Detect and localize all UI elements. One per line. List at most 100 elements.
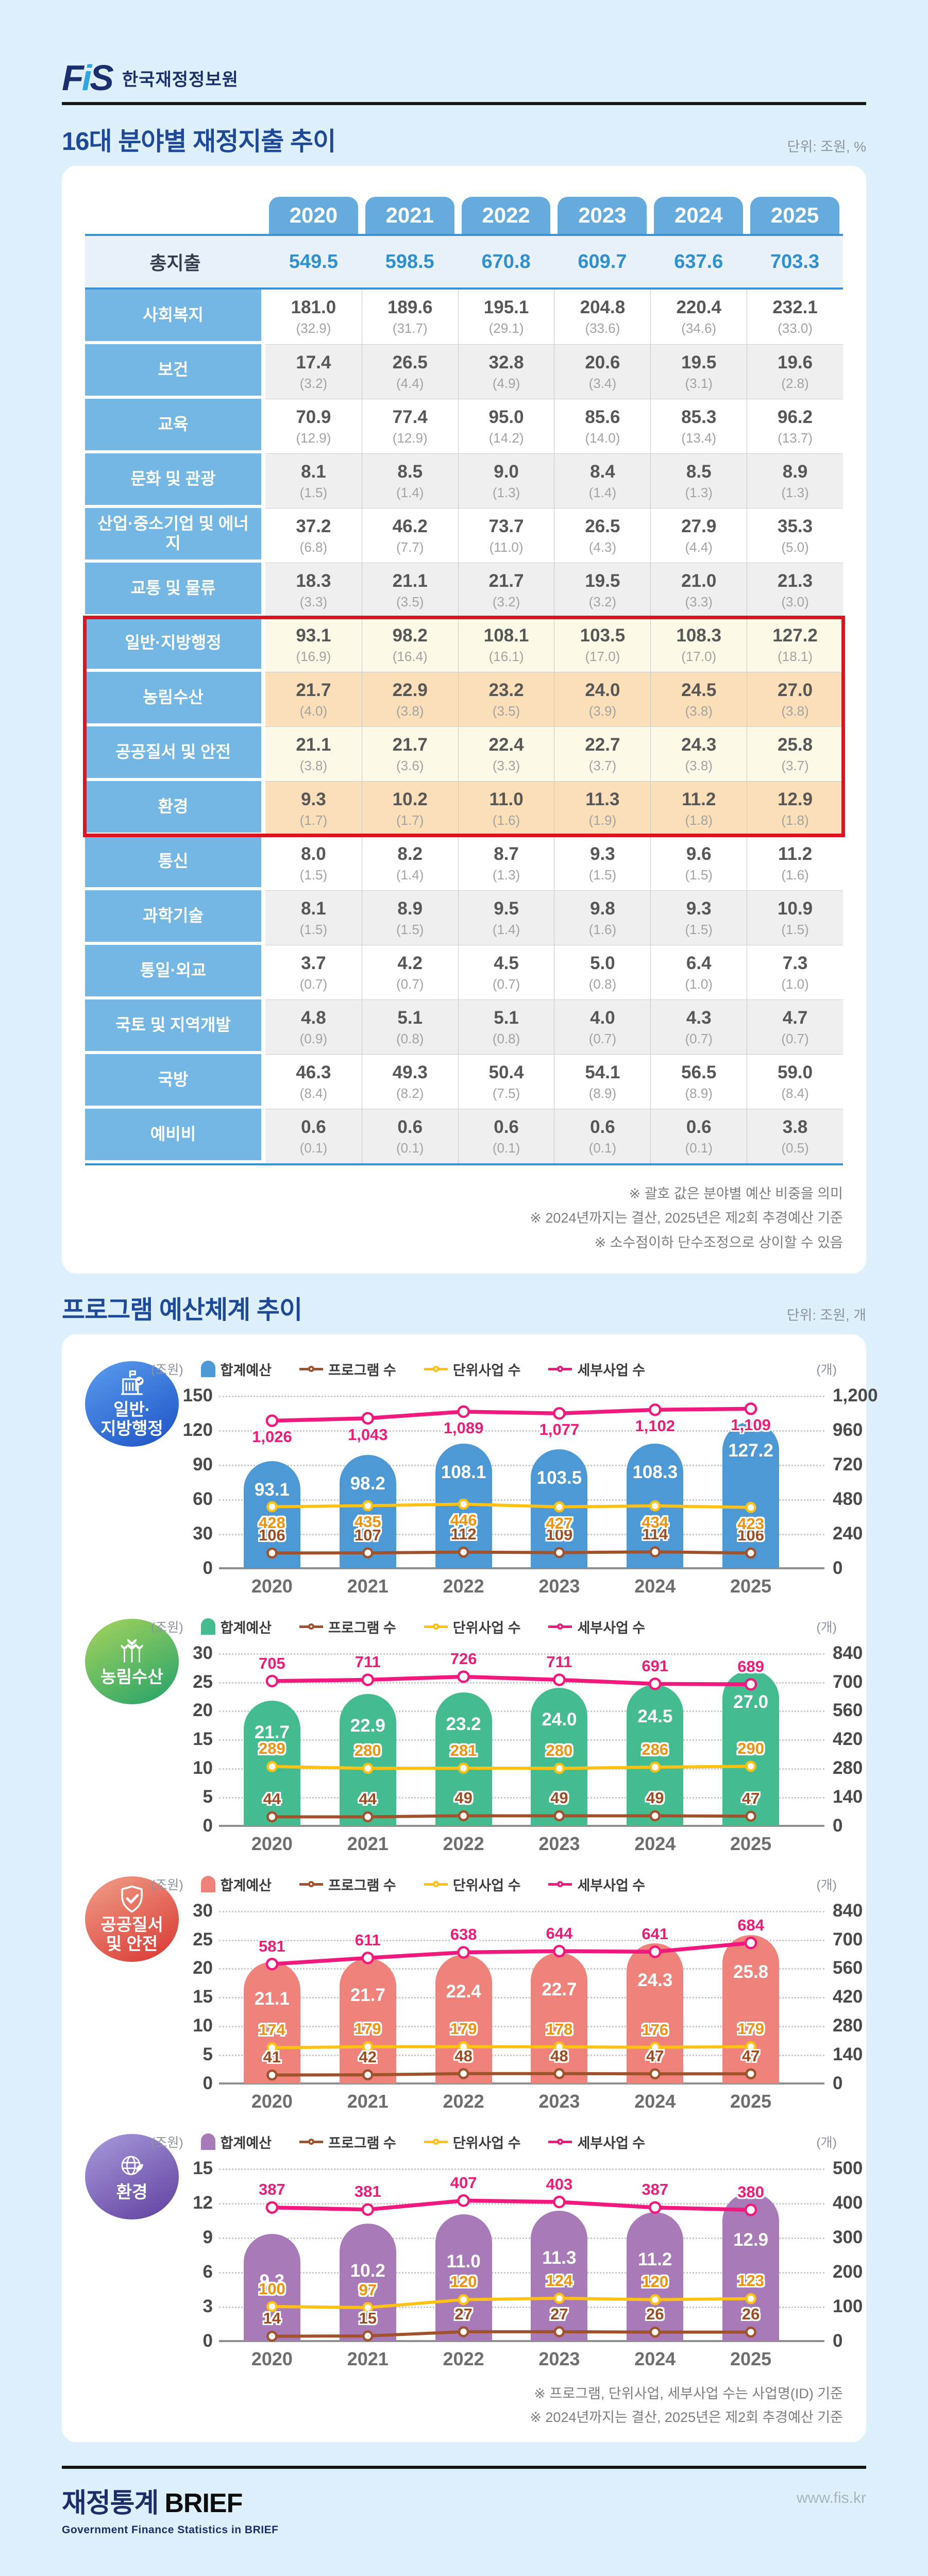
cell-share: (3.1) (685, 375, 713, 391)
line-value-label: 26 (741, 2305, 760, 2324)
table-cell: 8.9 (1.3) (747, 453, 843, 508)
cell-share: (3.8) (685, 703, 713, 719)
cell-value: 8.1 (301, 898, 326, 919)
cell-value: 98.2 (392, 625, 428, 646)
table-cell: 17.4 (3.2) (265, 344, 362, 399)
x-axis-label: 2022 (443, 1833, 484, 1854)
line-swatch-icon (548, 1621, 572, 1632)
cell-share: (0.1) (588, 1140, 617, 1156)
table-cell: 23.2 (3.5) (458, 672, 554, 726)
right-axis-unit: (개) (816, 2136, 837, 2150)
cell-share: (0.9) (299, 1030, 328, 1046)
cell-value: 49.3 (392, 1062, 428, 1082)
line-value-label: 97 (359, 2280, 377, 2299)
legend-item: 프로그램 수 (299, 1359, 396, 1379)
cell-share: (14.0) (585, 430, 620, 446)
table-footnotes: ※ 괄호 값은 분야별 예산 비중을 의미 ※ 2024년까지는 결산, 2025… (85, 1182, 843, 1255)
table-cell: 96.2 (13.7) (747, 399, 843, 453)
cell-share: (14.2) (488, 430, 524, 446)
cell-share: (4.9) (492, 375, 520, 391)
x-axis-label: 2025 (730, 1833, 772, 1854)
cell-share: (1.4) (396, 484, 424, 500)
table-cell: 10.2 (1.7) (361, 781, 458, 836)
table-cell: 195.1 (29.1) (458, 290, 554, 344)
category-label: 문화 및 관광 (85, 453, 261, 505)
gridline (219, 1499, 824, 1501)
section2-header: 프로그램 예산체계 추이 단위: 조원, 개 (62, 1294, 866, 1326)
fis-logo: FiS (62, 58, 114, 98)
x-axis-line (219, 1824, 824, 1827)
gridline (219, 1464, 824, 1466)
x-axis-label: 2021 (347, 2090, 389, 2112)
category-label: 통일·외교 (85, 945, 261, 996)
gridline (219, 2168, 824, 2170)
cell-value: 77.4 (392, 406, 428, 427)
table-cell: 8.2 (1.4) (361, 836, 458, 890)
category-label: 사회복지 (85, 290, 261, 341)
cell-share: (3.8) (299, 757, 328, 773)
table-cell: 95.0 (14.2) (458, 399, 554, 453)
cell-value: 9.3 (686, 898, 712, 919)
cell-share: (3.3) (299, 594, 328, 609)
x-axis-line (219, 2082, 824, 2084)
x-axis-label: 2024 (634, 1575, 676, 1597)
table-cell: 9.6 (1.5) (650, 836, 747, 890)
cell-value: 0.6 (397, 1116, 423, 1137)
line-value-label: 48 (454, 2046, 473, 2065)
bar-value-label: 24.3 (637, 1970, 673, 1991)
line-value-label: 446 (450, 1511, 477, 1530)
legend-item: 합계예산 (200, 2132, 272, 2152)
bar-value-label: 12.9 (733, 2229, 769, 2250)
right-tick: 480 (833, 1488, 863, 1509)
table-cell: 77.4 (12.9) (361, 399, 458, 453)
cell-value: 37.2 (296, 516, 331, 536)
plot-area: 30 840 25 700 20 560 15 420 10 280 5 140 0 0 21.1 21.7 2… (193, 1901, 863, 2112)
cell-share: (7.7) (396, 539, 424, 555)
x-axis-label: 2020 (251, 2348, 293, 2369)
chart-block-농림수산: 농림수산 (조원) 합계예산 프로그램 수 단위사업 수 세부사업 수 (개) 30 840 25… (85, 1609, 863, 1861)
table-cell: 4.7 (0.7) (747, 999, 843, 1054)
cell-value: 19.5 (681, 352, 717, 372)
badge-label: 농림수산 (100, 1667, 163, 1686)
cell-value: 19.5 (585, 570, 620, 591)
cell-share: (1.5) (299, 867, 328, 883)
cell-value: 11.0 (489, 789, 524, 809)
table-cell: 54.1 (8.9) (554, 1054, 651, 1109)
bar-swatch-icon (200, 2133, 215, 2150)
table-cell: 103.5 (17.0) (554, 617, 651, 672)
x-axis-label: 2022 (443, 1575, 484, 1597)
cell-share: (0.7) (492, 976, 520, 992)
table-cell: 8.1 (1.5) (265, 453, 362, 508)
line-value-label: 178 (546, 2020, 573, 2038)
table-cell: 32.8 (4.9) (458, 344, 554, 399)
left-tick: 5 (203, 2044, 213, 2064)
table-cell: 8.7 (1.3) (458, 836, 554, 890)
cell-value: 4.5 (494, 953, 519, 973)
x-axis-label: 2023 (538, 1833, 580, 1854)
line-value-label: 109 (546, 1526, 573, 1544)
gridline (219, 2306, 824, 2308)
table-row: 보건 17.4 (3.2) 26.5 (4.4) 32.8 (4.9) 20.6 (3.4) 19… (85, 344, 843, 399)
table-row: 국방 46.3 (8.4) 49.3 (8.2) 50.4 (7.5) 54.1 (8.9) 56… (85, 1054, 843, 1109)
table-cell: 19.5 (3.1) (650, 344, 747, 399)
cell-share: (0.7) (299, 976, 328, 992)
x-axis-label: 2024 (634, 1833, 676, 1854)
legend-item: 프로그램 수 (299, 1617, 396, 1637)
line-value-label: 638 (450, 1925, 477, 1944)
cell-share: (4.0) (299, 703, 328, 719)
legend-item: 세부사업 수 (548, 1617, 645, 1637)
left-tick: 0 (203, 1815, 213, 1836)
table-cell: 59.0 (8.4) (747, 1054, 843, 1109)
cell-share: (1.4) (492, 921, 520, 937)
bar-value-label: 21.1 (254, 1989, 290, 2009)
cell-share: (3.5) (492, 703, 520, 719)
category-label: 예비비 (85, 1109, 261, 1160)
globe-leaf-icon (121, 2156, 143, 2175)
line-value-label: 120 (642, 2273, 669, 2291)
chart-lines (265, 1402, 757, 1558)
line-value-label: 581 (259, 1937, 285, 1956)
right-tick: 0 (833, 2073, 843, 2093)
line-value-label: 44 (263, 1790, 281, 1808)
cell-share: (8.2) (396, 1085, 424, 1101)
cell-share: (1.5) (588, 867, 617, 883)
